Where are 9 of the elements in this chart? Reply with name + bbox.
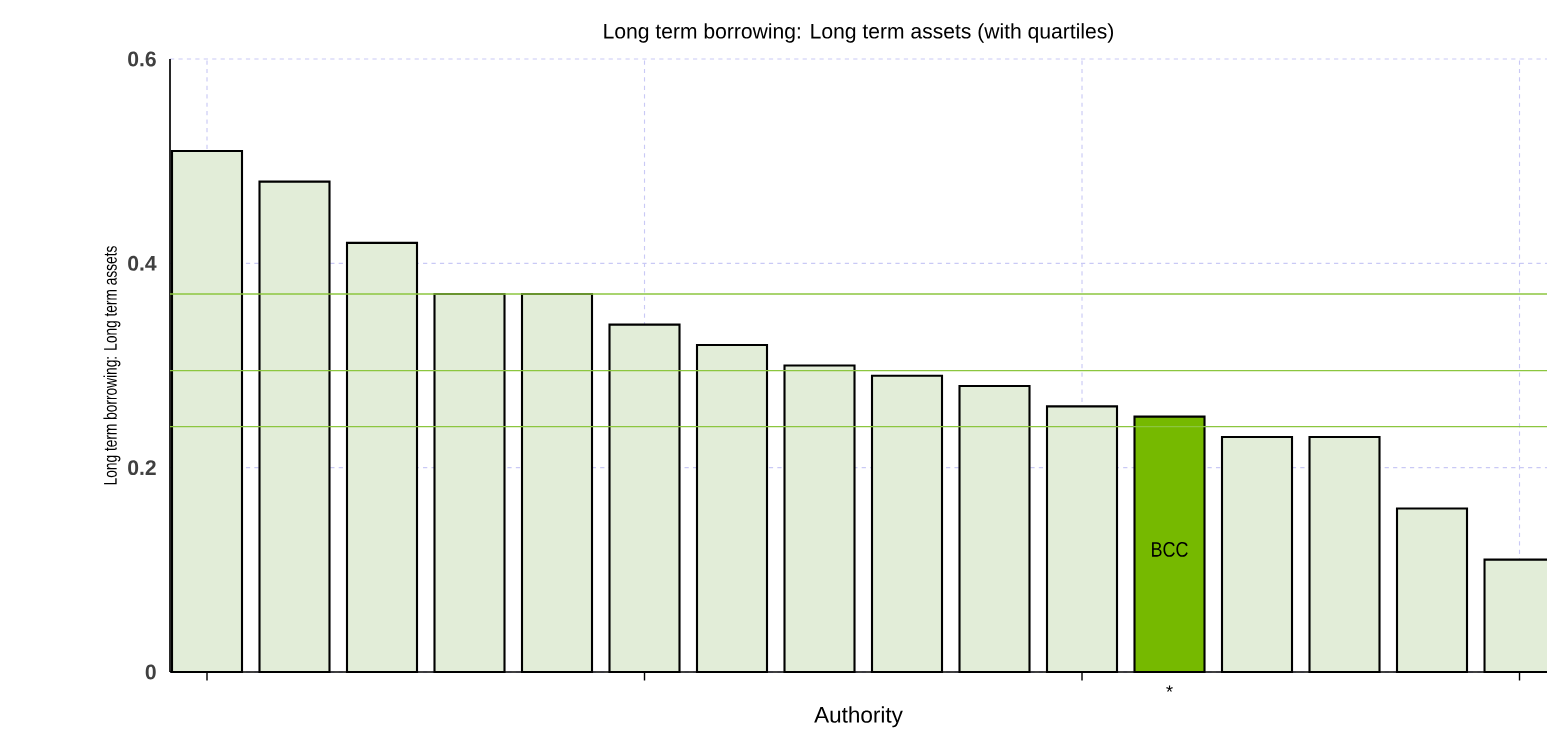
chart-title: Long term borrowing: Long term assets (with quartiles) — [604, 23, 1114, 43]
y-tick-label: 0.6 — [128, 51, 156, 67]
x-tick-label: * — [1166, 685, 1173, 692]
y-tick-label: 0 — [145, 664, 156, 680]
y-tick-label: 0.2 — [128, 460, 156, 476]
annotation: BCC — [1152, 541, 1188, 557]
y-axis-title: Long term borrowing: Long term assets — [103, 246, 121, 485]
x-axis-title: Authority — [814, 706, 903, 728]
y-tick-label: 0.4 — [128, 255, 157, 271]
